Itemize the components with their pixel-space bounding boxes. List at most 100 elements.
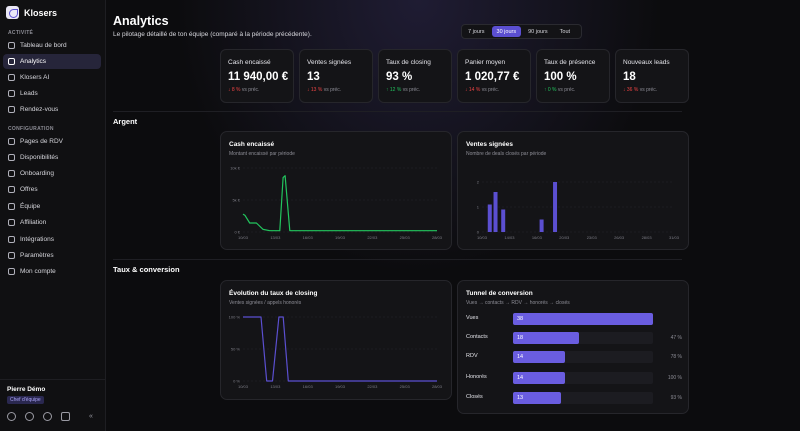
sidebar-item-rendez-vous[interactable]: Rendez-vous: [3, 102, 101, 117]
calendar-icon: [8, 106, 15, 113]
plug-icon: [8, 236, 15, 243]
sidebar-item-dashboard[interactable]: Tableau de bord: [3, 38, 101, 53]
y-tick-label: 100 %: [229, 315, 241, 320]
sidebar-item-parametres[interactable]: Paramètres: [3, 248, 101, 263]
funnel-label: RDV: [466, 353, 478, 359]
sidebar-item-onboarding[interactable]: Onboarding: [3, 166, 101, 181]
link-icon: [8, 138, 15, 145]
closing-rate-chart-card: Évolution du taux de closing Ventes sign…: [220, 280, 452, 400]
sidebar-item-disponibilites[interactable]: Disponibilités: [3, 150, 101, 165]
kpi-label: Nouveaux leads: [623, 59, 670, 66]
kpi-delta-value: ↑ 0 %: [544, 87, 557, 93]
sidebar-item-label: Disponibilités: [20, 154, 59, 161]
closing-rate-line-chart: 0 % 50 % 100 % 10/03 13/03 16/03 19/03 22/03 25/…: [229, 315, 443, 390]
period-7-days-button[interactable]: 7 jours: [468, 28, 485, 35]
section-divider: [113, 111, 682, 112]
brand[interactable]: Klosers: [6, 6, 57, 19]
kpi-card-attendance: Taux de présence 100 % ↑ 0 % vs préc.: [536, 49, 610, 103]
x-tick-label: 22/03: [367, 384, 378, 389]
user-icon: [8, 268, 15, 275]
funnel-percent: 93 %: [670, 395, 682, 401]
sidebar-item-mon-compte[interactable]: Mon compte: [3, 264, 101, 279]
funnel-percent: 78 %: [670, 354, 682, 360]
sun-icon[interactable]: [25, 412, 34, 421]
funnel-track: 38: [513, 313, 653, 325]
card-title: Cash encaissé: [229, 141, 275, 148]
kpi-card-closing-rate: Taux de closing 93 % ↑ 12 % vs préc.: [378, 49, 452, 103]
x-tick-label: 25/03: [400, 235, 411, 240]
kpi-delta: ↓ 36 % vs préc.: [623, 87, 657, 93]
sidebar-item-label: Leads: [20, 90, 38, 97]
gear-icon: [8, 252, 15, 259]
x-tick-label: 19/03: [335, 235, 346, 240]
y-tick-label: 0: [477, 230, 480, 235]
share-icon: [8, 219, 15, 226]
grid-icon: [8, 42, 15, 49]
cash-chart-card: Cash encaissé Montant encaissé par pério…: [220, 131, 452, 250]
page-title: Analytics: [113, 14, 169, 28]
kpi-card-new-leads: Nouveaux leads 18 ↓ 36 % vs préc.: [615, 49, 689, 103]
kpi-delta-suffix: vs préc.: [557, 87, 576, 93]
kpi-value: 11 940,00 €: [228, 71, 289, 83]
bar: [553, 182, 558, 232]
section-divider: [113, 259, 682, 260]
x-tick-label: 28/03: [642, 235, 653, 240]
user-role-badge: Chef d'équipe: [7, 396, 44, 404]
sidebar-item-pages-rdv[interactable]: Pages de RDV: [3, 134, 101, 149]
funnel-bar: 14: [513, 372, 565, 384]
kpi-delta: ↓ 8 % vs préc.: [228, 87, 259, 93]
x-tick-label: 28/03: [432, 384, 443, 389]
logout-icon[interactable]: [61, 412, 70, 421]
funnel-label: Honorés: [466, 374, 487, 380]
x-tick-label: 25/03: [400, 384, 411, 389]
period-all-button[interactable]: Tout: [559, 28, 571, 35]
bell-icon[interactable]: [7, 412, 16, 421]
series-line: [242, 175, 437, 232]
bar: [539, 219, 544, 232]
bar: [501, 209, 506, 232]
kpi-value: 100 %: [544, 71, 577, 83]
sidebar-item-label: Équipe: [20, 203, 41, 210]
kpi-delta-value: ↓ 8 %: [228, 87, 241, 93]
y-tick-label: 10k €: [230, 166, 241, 171]
kpi-delta: ↓ 14 % vs préc.: [465, 87, 499, 93]
sidebar-item-affiliation[interactable]: Affiliation: [3, 215, 101, 230]
tag-icon: [8, 186, 15, 193]
sidebar-item-label: Tableau de bord: [20, 42, 67, 49]
funnel-bar: 18: [513, 332, 580, 344]
funnel-bar: 38: [513, 313, 653, 325]
funnel-track: 14: [513, 351, 653, 363]
team-icon: [8, 203, 15, 210]
sidebar-item-klosers-ai[interactable]: Klosers AI: [3, 70, 101, 85]
chart-icon: [8, 58, 15, 65]
period-90-days-button[interactable]: 90 jours: [528, 28, 548, 35]
sidebar-section-activity: ACTIVITÉ: [8, 30, 34, 36]
help-icon[interactable]: [43, 412, 52, 421]
funnel-label: Closés: [466, 394, 483, 400]
sales-chart-card: Ventes signées Nombre de deals closés pa…: [457, 131, 689, 250]
kpi-label: Panier moyen: [465, 59, 506, 66]
kpi-delta-suffix: vs préc.: [323, 87, 342, 93]
section-title-money: Argent: [113, 117, 138, 126]
kpi-value: 1 020,77 €: [465, 71, 520, 83]
x-tick-label: 10/03: [238, 384, 249, 389]
y-tick-label: 2: [477, 180, 480, 185]
period-30-days-button[interactable]: 30 jours: [491, 26, 522, 37]
funnel-count: 18: [517, 335, 524, 341]
kpi-label: Ventes signées: [307, 59, 352, 66]
sidebar-item-analytics[interactable]: Analytics: [3, 54, 101, 69]
sidebar-item-integrations[interactable]: Intégrations: [3, 232, 101, 247]
sidebar-item-label: Offres: [20, 186, 38, 193]
card-subtitle: Vues → contacts → RDV → honorés → closés: [466, 300, 570, 306]
sidebar-item-offres[interactable]: Offres: [3, 182, 101, 197]
sidebar-item-label: Pages de RDV: [20, 138, 63, 145]
bar: [487, 204, 492, 232]
funnel-track: 14: [513, 372, 653, 384]
sidebar-item-equipe[interactable]: Équipe: [3, 199, 101, 214]
kpi-card-sales: Ventes signées 13 ↓ 13 % vs préc.: [299, 49, 373, 103]
sidebar-item-leads[interactable]: Leads: [3, 86, 101, 101]
kpi-delta: ↑ 0 % vs préc.: [544, 87, 575, 93]
sidebar: Klosers ACTIVITÉ Tableau de bord Analyti…: [0, 0, 106, 431]
x-tick-label: 26/03: [614, 235, 625, 240]
collapse-icon[interactable]: «: [89, 413, 93, 420]
